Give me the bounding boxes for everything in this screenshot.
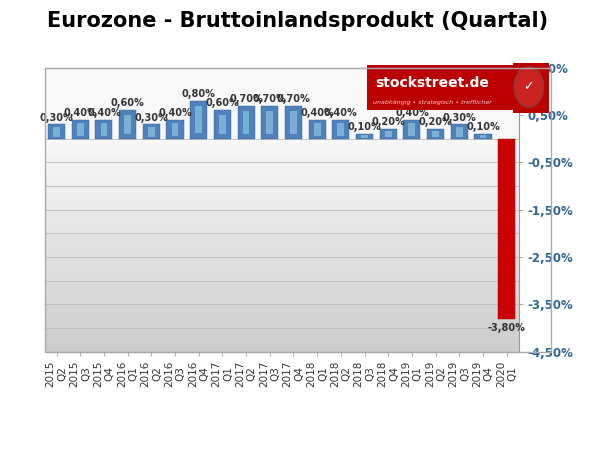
- Bar: [498, 139, 515, 318]
- Bar: [309, 120, 325, 139]
- Text: 0,30%: 0,30%: [40, 113, 73, 123]
- Bar: [427, 129, 444, 139]
- Text: -3,80%: -3,80%: [488, 323, 526, 333]
- Bar: [480, 135, 486, 138]
- Bar: [119, 110, 136, 139]
- Bar: [290, 110, 297, 133]
- Bar: [219, 115, 226, 134]
- Text: 0,10%: 0,10%: [347, 122, 381, 132]
- Bar: [53, 127, 60, 137]
- Bar: [266, 110, 273, 133]
- Text: 0,40%: 0,40%: [324, 108, 358, 118]
- Bar: [195, 106, 202, 133]
- Bar: [333, 120, 349, 139]
- Text: unabhängig • strategisch • trefflicher: unabhängig • strategisch • trefflicher: [372, 100, 492, 105]
- Bar: [385, 131, 392, 137]
- Bar: [77, 123, 83, 136]
- Bar: [474, 134, 492, 139]
- Bar: [408, 123, 415, 136]
- Text: 0,60%: 0,60%: [111, 98, 144, 108]
- Bar: [190, 101, 207, 139]
- Text: stockstreet.de: stockstreet.de: [375, 75, 489, 90]
- Bar: [148, 127, 155, 137]
- Bar: [238, 106, 254, 139]
- Text: Eurozone - Bruttoinlandsprodukt (Quartal): Eurozone - Bruttoinlandsprodukt (Quartal…: [48, 11, 548, 31]
- Bar: [95, 120, 113, 139]
- Text: 0,30%: 0,30%: [442, 113, 476, 123]
- Text: 0,30%: 0,30%: [135, 113, 168, 123]
- Bar: [356, 134, 373, 139]
- Bar: [456, 127, 462, 137]
- Bar: [243, 110, 250, 133]
- Text: 0,20%: 0,20%: [371, 117, 405, 127]
- Text: 0,80%: 0,80%: [182, 89, 216, 99]
- Bar: [380, 129, 397, 139]
- Text: 0,20%: 0,20%: [419, 117, 452, 127]
- Text: 0,70%: 0,70%: [253, 94, 287, 104]
- Bar: [101, 123, 107, 136]
- Text: 0,70%: 0,70%: [229, 94, 263, 104]
- Text: 0,40%: 0,40%: [158, 108, 192, 118]
- Bar: [432, 131, 439, 137]
- Text: ✓: ✓: [523, 80, 534, 93]
- Text: 0,40%: 0,40%: [63, 108, 97, 118]
- Bar: [48, 124, 65, 139]
- Text: 0,40%: 0,40%: [395, 108, 429, 118]
- Text: 0,60%: 0,60%: [206, 98, 239, 108]
- Circle shape: [514, 67, 543, 107]
- Bar: [143, 124, 160, 139]
- Bar: [313, 123, 321, 136]
- Bar: [451, 124, 468, 139]
- Bar: [337, 123, 344, 136]
- Bar: [261, 106, 278, 139]
- Bar: [72, 120, 89, 139]
- Bar: [124, 115, 131, 134]
- Text: 0,40%: 0,40%: [87, 108, 121, 118]
- Text: 0,40%: 0,40%: [300, 108, 334, 118]
- Bar: [403, 120, 420, 139]
- Bar: [285, 106, 302, 139]
- Bar: [166, 120, 184, 139]
- Text: 0,10%: 0,10%: [466, 122, 500, 132]
- Bar: [361, 135, 368, 138]
- Bar: [172, 123, 178, 136]
- Text: 0,70%: 0,70%: [277, 94, 311, 104]
- Bar: [214, 110, 231, 139]
